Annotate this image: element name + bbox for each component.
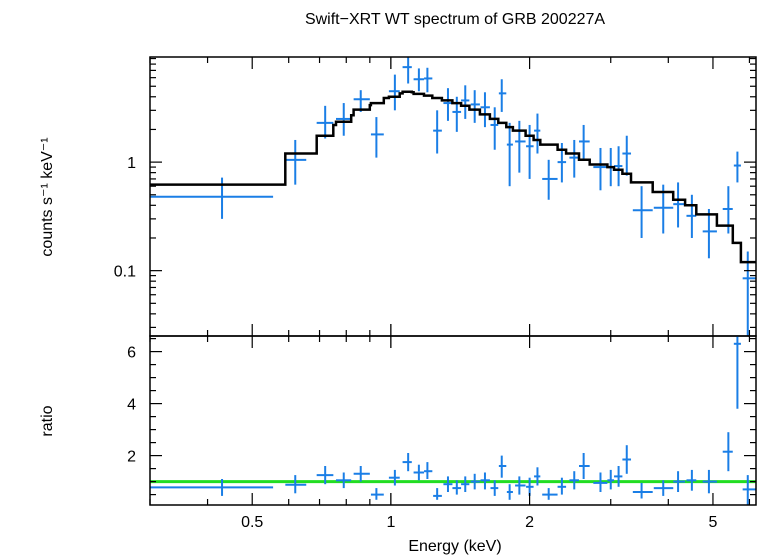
ratio-point [733, 336, 741, 409]
spectrum-point [506, 122, 513, 187]
ratio-point [534, 467, 541, 486]
ratio-point [622, 445, 632, 474]
spectrum-point [388, 74, 400, 111]
spectrum-point [632, 186, 653, 238]
ratio-axis-ticks: 0.5 1 2 5 2 4 6 [127, 336, 756, 531]
ratio-point [614, 466, 623, 487]
ratio-point [316, 466, 334, 485]
ratio-point [452, 480, 462, 495]
spectrum-point [285, 139, 307, 185]
ratio-point [370, 488, 384, 500]
spectrum-axis-ticks: 10.1 [114, 57, 756, 336]
spectrum-panel: 10.1 counts s⁻¹ keV⁻¹ [39, 56, 757, 337]
ratio-frame [149, 335, 757, 506]
spectrum-point [702, 208, 717, 259]
model-step-line [150, 90, 756, 264]
ratio-point [388, 469, 400, 486]
spectrum-point [579, 124, 590, 160]
spectrum-point [490, 107, 499, 150]
spectrum-point [742, 251, 756, 336]
ratio-point [424, 462, 433, 479]
y-tick-label: 1 [127, 155, 136, 172]
spectrum-point [335, 103, 352, 136]
ratio-point [579, 453, 590, 479]
y-tick-label: 4 [127, 397, 136, 414]
spectrum-point [673, 182, 686, 228]
ratio-xlabel: Energy (keV) [408, 538, 501, 555]
spectrum-point [622, 135, 632, 176]
spectrum-point [353, 90, 370, 112]
ratio-point [285, 475, 307, 494]
ratio-data [150, 336, 756, 505]
y-tick-label: 0.1 [114, 264, 136, 281]
ratio-point [461, 476, 470, 492]
spectrum-point [542, 159, 558, 200]
spectrum-ylabel: counts s⁻¹ keV⁻¹ [39, 137, 56, 256]
spectrum-point [515, 120, 526, 173]
ratio-point [402, 453, 412, 472]
spectrum-point [498, 79, 507, 112]
spectrum-point [413, 68, 425, 92]
ratio-point [542, 488, 558, 500]
ratio-point [742, 475, 756, 505]
ratio-point [498, 455, 507, 478]
ratio-ylabel: ratio [39, 405, 56, 436]
spectrum-point [526, 124, 534, 179]
spectrum-point [433, 110, 442, 154]
spectrum-data [150, 57, 756, 336]
ratio-point [526, 477, 534, 496]
spectrum-point [480, 92, 490, 128]
ratio-point [353, 466, 370, 482]
spectrum-point [370, 117, 384, 158]
ratio-point [335, 472, 352, 489]
ratio-point [632, 482, 653, 499]
ratio-point [686, 469, 697, 491]
ratio-point [569, 471, 580, 490]
spectrum-point [593, 147, 608, 191]
spectrum-point [534, 113, 541, 154]
ratio-point [490, 480, 499, 496]
spectrum-point [402, 57, 412, 84]
spectrum-point [614, 146, 623, 187]
ratio-point [443, 476, 453, 492]
ratio-point [470, 473, 480, 490]
spectrum-point [686, 194, 697, 238]
spectrum-point [733, 151, 741, 183]
ratio-point [150, 479, 274, 496]
y-tick-label: 2 [127, 449, 136, 466]
spectrum-point [470, 90, 480, 123]
ratio-point [413, 464, 425, 481]
x-tick-label: 2 [525, 514, 534, 531]
spectrum-point [316, 105, 334, 139]
ratio-point [653, 480, 674, 496]
spectrum-point [424, 67, 433, 93]
ratio-point [480, 472, 490, 490]
x-tick-label: 0.5 [241, 514, 263, 531]
ratio-point [702, 469, 717, 494]
chart-title: Swift−XRT WT spectrum of GRB 200227A [305, 11, 605, 28]
ratio-point [515, 476, 526, 495]
ratio-point [593, 472, 608, 492]
spectrum-point [569, 139, 580, 178]
ratio-panel: 0.5 1 2 5 2 4 6 ratio Energy (keV) [39, 335, 757, 555]
ratio-point [433, 488, 442, 500]
spectrum-point [461, 85, 470, 119]
x-tick-label: 1 [386, 514, 395, 531]
ratio-point [673, 471, 686, 492]
spectrum-point [443, 88, 453, 121]
ratio-point [607, 469, 615, 490]
y-tick-label: 6 [127, 345, 136, 362]
ratio-point [722, 432, 733, 472]
x-tick-label: 5 [709, 514, 718, 531]
ratio-point [557, 477, 567, 495]
ratio-point [506, 484, 513, 500]
